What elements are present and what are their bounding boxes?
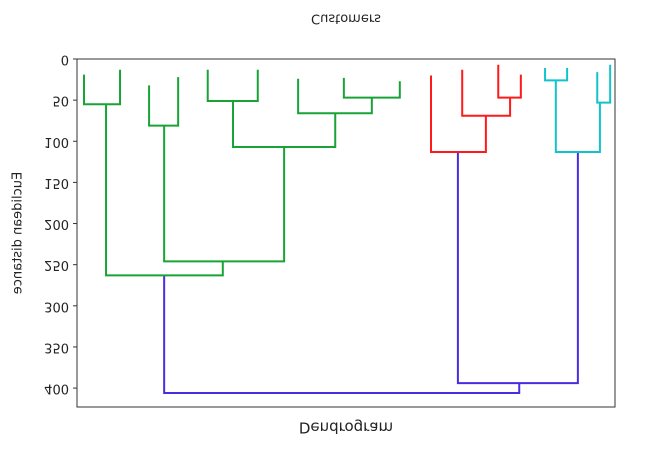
link xyxy=(596,64,612,104)
link xyxy=(148,77,180,127)
link xyxy=(163,275,521,395)
y-tick-label: 350 xyxy=(44,339,69,354)
link xyxy=(82,69,122,106)
y-tick-label: 300 xyxy=(44,298,69,313)
link xyxy=(456,151,579,385)
link xyxy=(163,125,286,263)
link xyxy=(232,100,337,149)
y-tick-label: 100 xyxy=(44,134,69,149)
y-tick-label: 50 xyxy=(52,93,69,108)
plot-frame xyxy=(76,58,616,408)
y-axis-label: Euclidean distance xyxy=(11,172,26,295)
link xyxy=(206,69,259,102)
y-tick-label: 400 xyxy=(44,381,69,396)
y-tick-label: 150 xyxy=(44,175,69,190)
link xyxy=(342,77,401,99)
y-tick-label: 0 xyxy=(61,52,69,67)
link xyxy=(554,80,601,153)
link xyxy=(105,104,224,277)
link xyxy=(430,75,487,153)
link xyxy=(497,64,522,99)
chart-title: Dendrogram xyxy=(299,419,393,437)
y-tick-label: 250 xyxy=(44,257,69,272)
x-axis-label: Customers xyxy=(311,11,381,26)
link xyxy=(544,68,569,82)
link xyxy=(297,78,373,115)
link xyxy=(461,69,512,117)
y-tick-label: 200 xyxy=(44,216,69,231)
